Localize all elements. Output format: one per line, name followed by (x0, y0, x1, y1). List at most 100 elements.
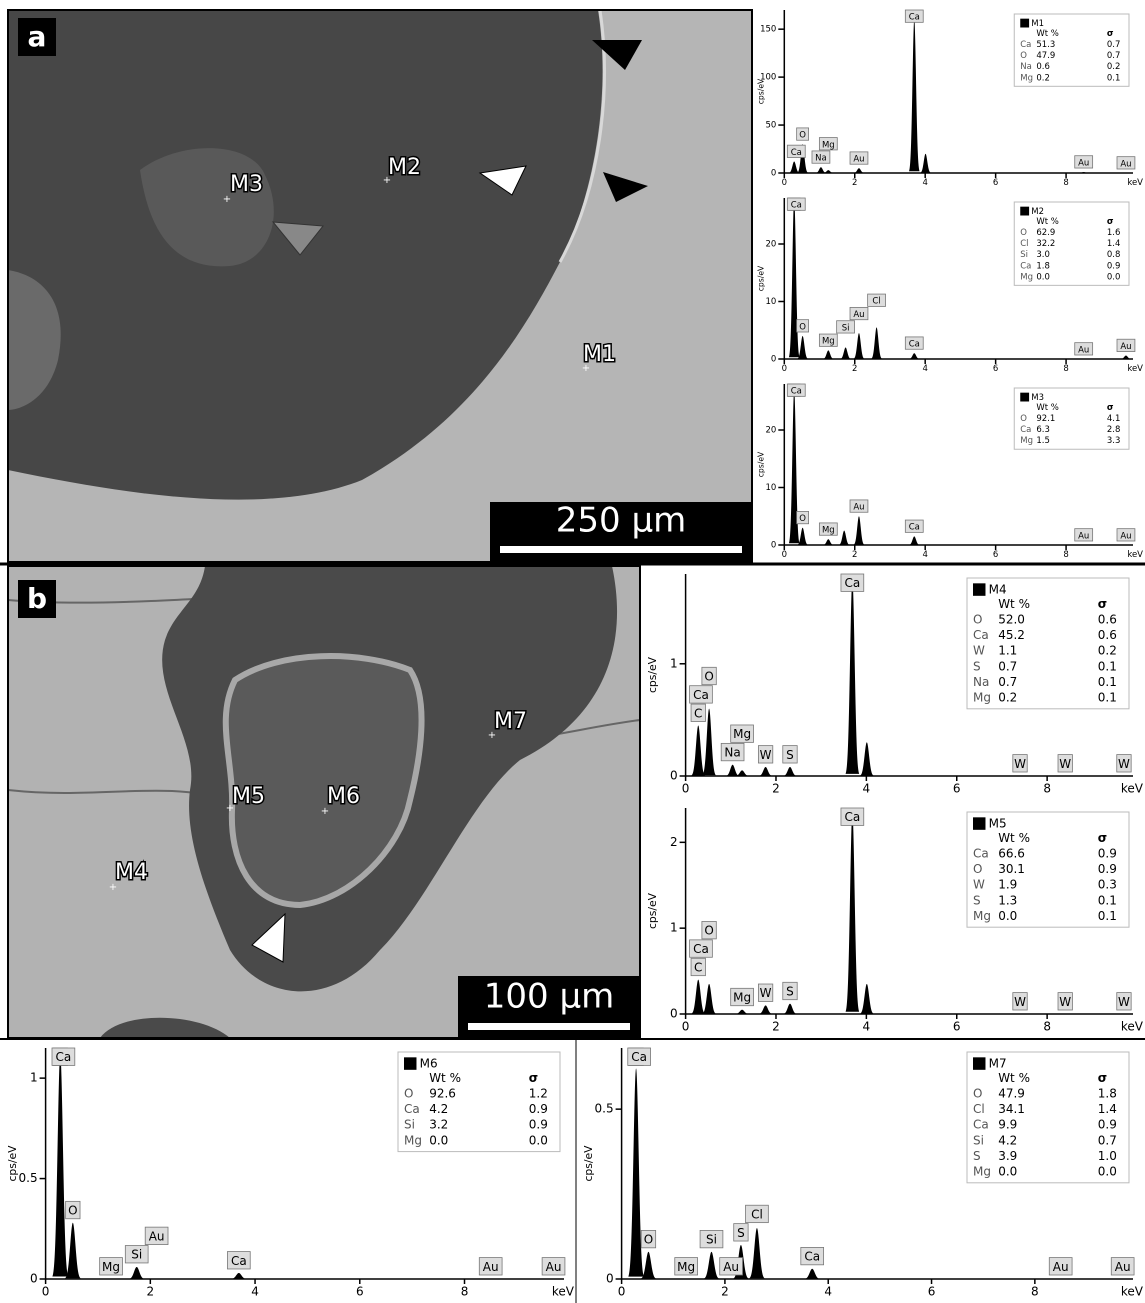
peak-label-box (811, 150, 831, 164)
table-cell: S (973, 893, 981, 907)
table-cell: Ca (1020, 425, 1031, 435)
peak-label: O (704, 670, 713, 684)
peak (840, 347, 851, 359)
y-tick-label: 1 (670, 656, 678, 670)
peak-label-box (757, 983, 774, 1002)
marker: + (223, 194, 231, 205)
peak-label-box (719, 1257, 743, 1276)
peak (628, 1068, 644, 1277)
panel-label: a (28, 20, 47, 53)
table-cell: Si (404, 1118, 415, 1132)
legend-box (966, 577, 1130, 710)
x-tick-label: 8 (1031, 1285, 1039, 1299)
y-tick-label: 20 (765, 426, 776, 436)
legend-box (966, 811, 1130, 928)
peak-label: Ca (909, 340, 920, 350)
table-cell: Mg (973, 1165, 991, 1179)
table-cell: O (973, 1087, 982, 1101)
peak-label: Cl (872, 297, 880, 307)
table-cell: 34.1 (998, 1102, 1025, 1116)
legend-box (1013, 387, 1130, 450)
table-cell: 0.7 (998, 675, 1017, 689)
table-cell: 3.3 (1107, 436, 1121, 446)
peak-label-box (1048, 1257, 1073, 1276)
table-cell: 45.2 (998, 628, 1025, 642)
table-header: σ (529, 1071, 538, 1085)
peak-label: O (68, 1204, 77, 1218)
y-tick-label: 150 (760, 25, 776, 35)
legend-swatch (973, 583, 986, 596)
table-cell: 0.2 (1107, 62, 1121, 72)
peak (783, 1003, 797, 1014)
peak (788, 161, 800, 173)
marker: + (488, 730, 496, 741)
x-tick-label: 2 (852, 178, 857, 188)
x-tick-label: 6 (993, 364, 998, 374)
y-tick-label: 1 (30, 1071, 38, 1085)
legend-swatch (973, 817, 986, 830)
x-tick-label: 4 (922, 364, 927, 374)
table-cell: 6.3 (1036, 425, 1050, 435)
x-tick-label: 6 (928, 1285, 936, 1299)
table-cell: 1.8 (1098, 1087, 1117, 1101)
peak-label: W (1118, 757, 1130, 771)
table-cell: Si (973, 1133, 984, 1147)
peak-label-box (1057, 754, 1073, 773)
table-cell: 3.2 (429, 1118, 448, 1132)
peak (735, 1009, 749, 1014)
table-cell: 47.9 (1036, 51, 1055, 61)
peak-label-box (1116, 338, 1136, 352)
y-tick-label: 0 (606, 1272, 614, 1286)
table-cell: 0.9 (1098, 1118, 1117, 1132)
y-tick-label: 0 (771, 541, 776, 551)
table-cell: Mg (973, 909, 991, 923)
x-tick-label: 2 (852, 550, 857, 560)
y-axis-label: cps/eV (6, 1145, 19, 1182)
peak (691, 979, 706, 1014)
table-cell: 0.7 (1107, 40, 1121, 50)
x-axis-label: keV (1121, 1285, 1144, 1299)
table-header: Wt % (1036, 403, 1059, 413)
peak-label: Si (706, 1233, 717, 1247)
table-cell: 0.9 (1107, 261, 1121, 271)
bottom-grain (100, 1017, 230, 1038)
peak (860, 983, 874, 1014)
peak (853, 168, 865, 173)
table-cell: 0.3 (1098, 878, 1117, 892)
peak (871, 327, 882, 359)
peak (804, 1268, 820, 1279)
table-cell: Ca (973, 847, 989, 861)
x-tick-label: 6 (953, 1020, 961, 1034)
x-tick-label: 2 (147, 1285, 155, 1299)
peak-label-box (689, 685, 713, 704)
y-axis-label: cps/eV (646, 656, 659, 693)
table-cell: 0.9 (529, 1102, 548, 1116)
peak-label: S (786, 748, 794, 762)
point-label: M5 (232, 784, 265, 809)
table-cell: S (973, 1149, 981, 1163)
x-tick-label: 8 (461, 1285, 469, 1299)
x-tick-label: 0 (618, 1285, 626, 1299)
table-cell: 0.6 (1036, 62, 1050, 72)
peak-label-box (227, 1251, 251, 1270)
peak-label-box (867, 293, 886, 307)
x-tick-label: 6 (953, 782, 961, 796)
y-tick-label: 10 (765, 297, 776, 307)
peak-label: Si (842, 323, 850, 333)
arrow (478, 165, 527, 196)
table-header: σ (1098, 597, 1107, 611)
x-tick-label: 4 (863, 782, 871, 796)
peak-label: C (694, 960, 702, 974)
x-tick-label: 2 (721, 1285, 729, 1299)
peak-label: Mg (733, 727, 751, 741)
peak (703, 1251, 720, 1279)
table-cell: 4.1 (1107, 414, 1121, 424)
y-tick-label: 0 (771, 169, 776, 179)
table-cell: 3.9 (998, 1149, 1017, 1163)
x-tick-label: 2 (772, 1020, 780, 1034)
table-cell: Mg (973, 691, 991, 705)
y-tick-label: 1 (670, 921, 678, 935)
x-tick-label: 4 (863, 1020, 871, 1034)
table-cell: 0.0 (1098, 1165, 1117, 1179)
